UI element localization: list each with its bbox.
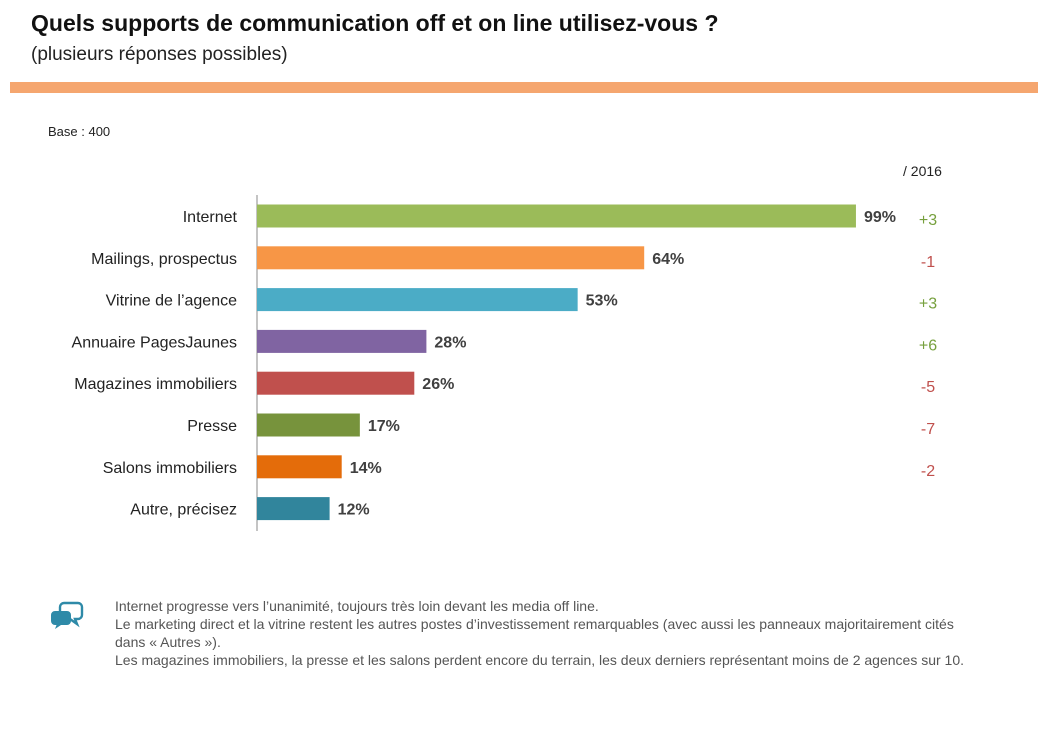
bar — [257, 288, 578, 312]
data-label: 17% — [368, 418, 400, 435]
comment-line: Les magazines immobiliers, la presse et … — [115, 652, 965, 668]
header-divider — [10, 82, 1038, 93]
data-label: 99% — [864, 209, 896, 226]
bar — [257, 371, 415, 395]
evolution-label: +3 — [919, 212, 937, 229]
comparison-header: / 2016 — [903, 163, 942, 179]
evolution-label: -7 — [921, 421, 935, 438]
page-title: Quels supports de communication off et o… — [31, 10, 719, 36]
bar — [257, 497, 330, 521]
bar — [257, 204, 856, 228]
category-label: Presse — [187, 418, 237, 435]
evolution-label: +6 — [919, 337, 937, 354]
comment-line: Internet progresse vers l’unanimité, tou… — [115, 598, 599, 614]
bar — [257, 246, 645, 270]
data-label: 26% — [422, 376, 454, 393]
data-label: 53% — [586, 293, 618, 310]
data-label: 14% — [350, 460, 382, 477]
bar — [257, 455, 342, 479]
comment-text: Internet progresse vers l’unanimité, tou… — [115, 597, 975, 669]
evolution-label: +3 — [919, 296, 937, 313]
speech-bubbles-icon — [51, 601, 84, 629]
comment-line: Le marketing direct et la vitrine resten… — [115, 616, 954, 650]
data-label: 12% — [338, 502, 370, 519]
category-label: Magazines immobiliers — [74, 376, 237, 393]
evolution-label: -5 — [921, 379, 935, 396]
category-label: Vitrine de l’agence — [106, 293, 237, 310]
bar — [257, 329, 427, 353]
evolution-label: -1 — [921, 254, 935, 271]
data-label: 64% — [652, 251, 684, 268]
base-label: Base : 400 — [48, 124, 111, 139]
evolution-label: -2 — [921, 463, 935, 480]
category-label: Salons immobiliers — [103, 460, 237, 477]
category-label: Autre, précisez — [130, 502, 237, 519]
category-label: Internet — [183, 209, 238, 226]
page-subtitle: (plusieurs réponses possibles) — [31, 44, 288, 65]
bar-chart: Internet 99% Mailings, prospectus 64% Vitrin… — [72, 195, 937, 531]
category-label: Mailings, prospectus — [91, 251, 237, 268]
bar — [257, 413, 360, 437]
category-label: Annuaire PagesJaunes — [72, 334, 237, 351]
data-label: 28% — [434, 334, 466, 351]
